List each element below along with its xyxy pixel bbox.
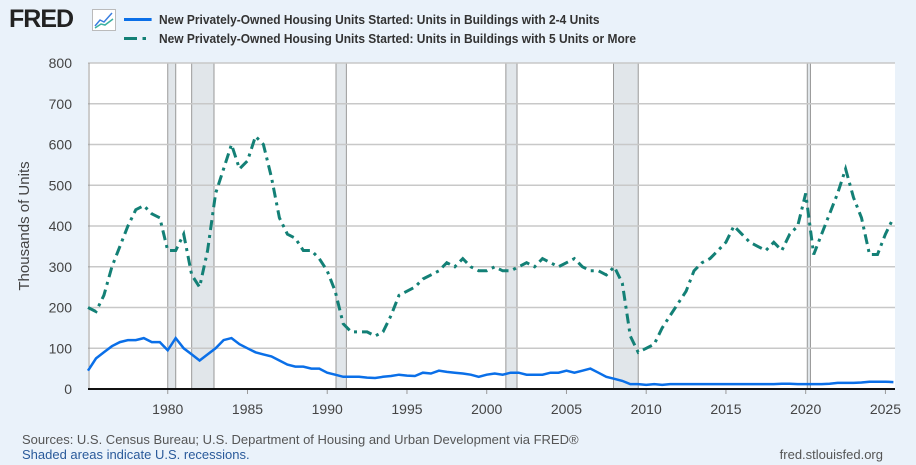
legend-item-2-4-units[interactable]: New Privately-Owned Housing Units Starte… [124,10,636,29]
y-axis-label: Thousands of Units [16,161,33,290]
sources-text: Sources: U.S. Census Bureau; U.S. Depart… [22,432,579,447]
x-tick-label: 1980 [152,401,183,417]
recession-note-link[interactable]: Shaded areas indicate U.S. recessions. [22,447,250,462]
legend-label: New Privately-Owned Housing Units Starte… [158,12,600,27]
y-tick-label: 500 [49,177,73,193]
fred-logo: FRED [9,5,74,33]
y-tick-label: 200 [49,300,73,316]
x-tick-label: 1990 [312,401,343,417]
x-tick-label: 1995 [391,401,422,417]
series-line-2-4-units [86,335,894,387]
site-link[interactable]: fred.stlouisfed.org [779,447,883,462]
y-tick-label: 800 [49,55,73,71]
x-tick-label: 2010 [631,401,662,417]
legend-swatch-solid [124,18,152,21]
legend-label: New Privately-Owned Housing Units Starte… [158,31,637,46]
x-tick-label: 1985 [232,401,263,417]
x-tick-label: 2000 [471,401,502,417]
chart-legend: New Privately-Owned Housing Units Starte… [124,10,636,48]
y-tick-label: 600 [49,137,73,153]
y-tick-label: 100 [49,340,73,356]
x-tick-label: 2015 [710,401,741,417]
y-tick-label: 0 [64,381,72,397]
footer-notes: Sources: U.S. Census Bureau; U.S. Depart… [22,432,579,462]
legend-swatch-dashed [124,37,152,40]
y-tick-label: 300 [49,259,73,275]
series-line-5-plus-units [87,133,895,355]
y-tick-label: 700 [49,96,73,112]
y-tick-label: 400 [49,218,73,234]
x-tick-label: 2020 [790,401,821,417]
x-tick-label: 2025 [870,401,901,417]
legend-item-5-plus-units[interactable]: New Privately-Owned Housing Units Starte… [124,29,636,48]
x-tick-label: 2005 [551,401,582,417]
chart-trend-icon [92,9,116,31]
